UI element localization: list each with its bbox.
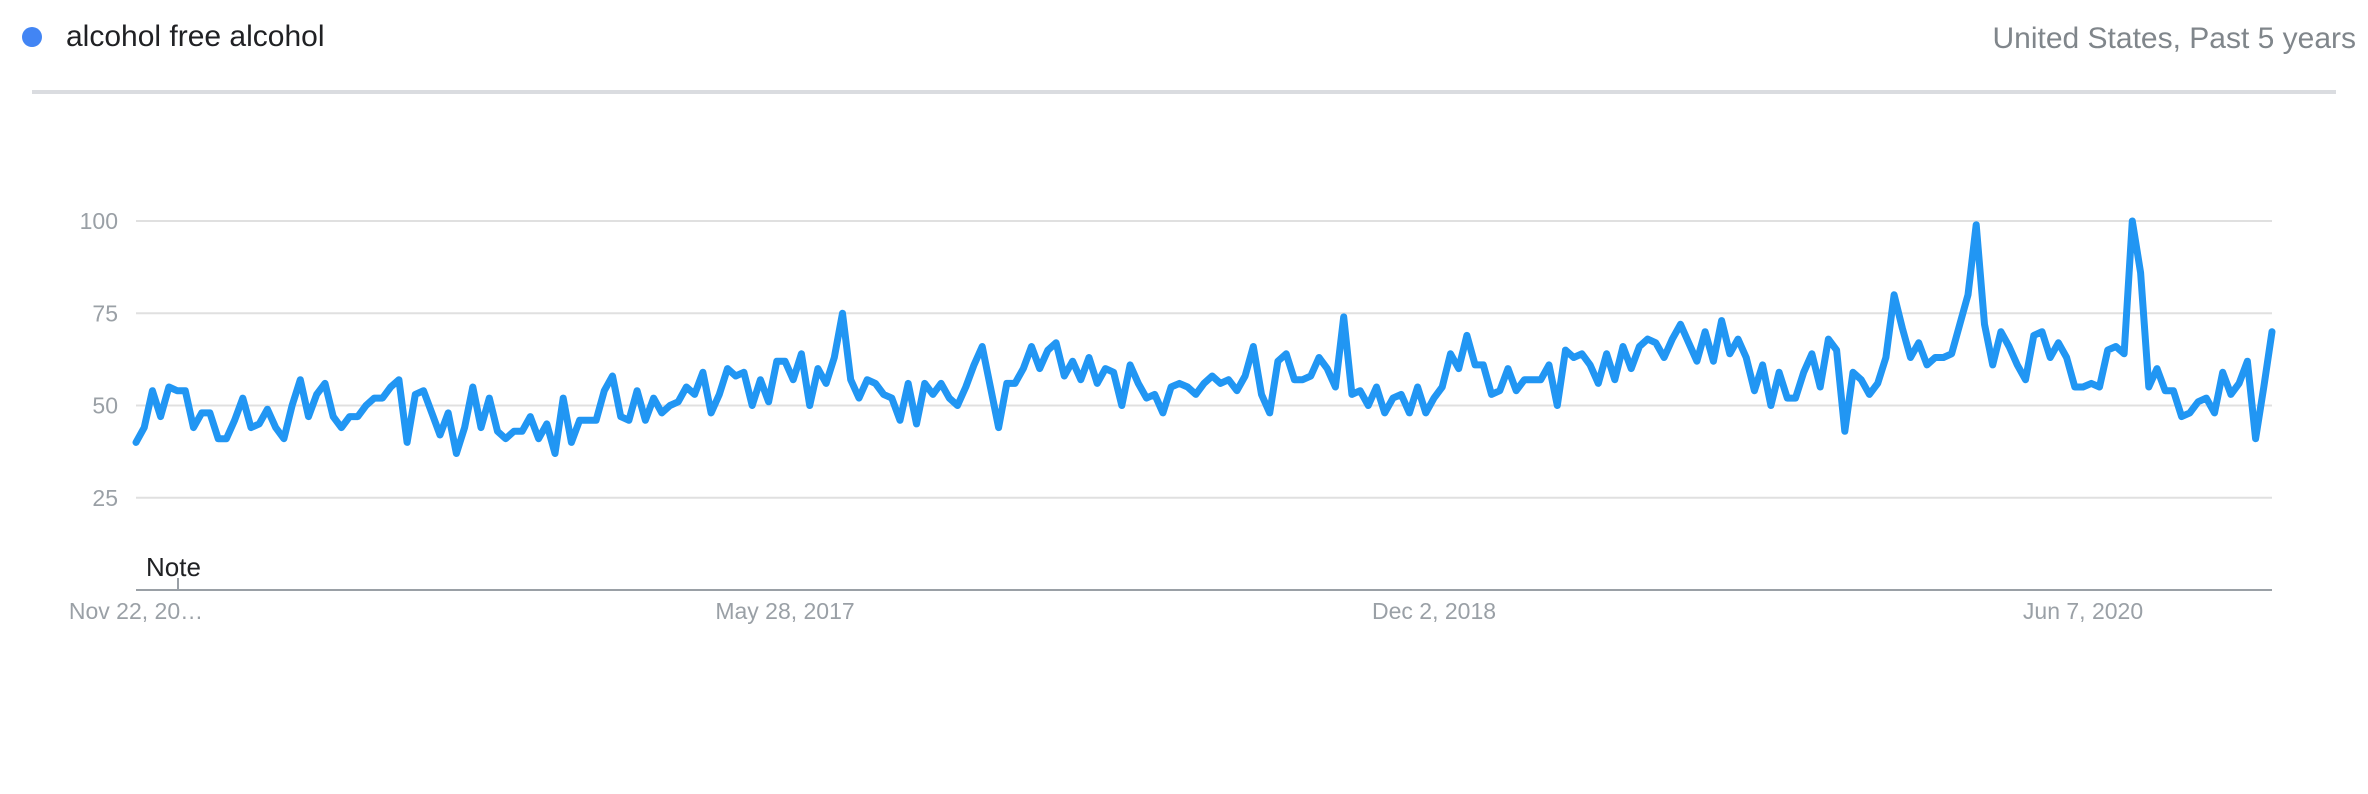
x-tick-label-2: Dec 2, 2018 [1372,598,1496,624]
series-line [132,217,2276,457]
legend: alcohol free alcohol [22,20,325,54]
x-tick-label-1: May 28, 2017 [715,598,854,624]
y-axis-tick-labels: 25 50 75 100 [80,208,118,511]
y-tick-label-75: 75 [92,300,118,326]
legend-dot-icon [22,27,42,47]
y-tick-label-25: 25 [92,485,118,511]
note-label[interactable]: Note [146,552,201,582]
x-tick-label-0: Nov 22, 20… [69,598,203,624]
x-tick-label-3: Jun 7, 2020 [2023,598,2143,624]
legend-term-label: alcohol free alcohol [66,20,325,53]
header-divider [32,90,2336,94]
x-axis-ticks: Nov 22, 20… May 28, 2017 Dec 2, 2018 Jun 7,… [69,598,2143,624]
y-tick-label-100: 100 [80,208,118,234]
y-tick-label-50: 50 [92,393,118,419]
region-period-label: United States, Past 5 years [1992,22,2356,55]
